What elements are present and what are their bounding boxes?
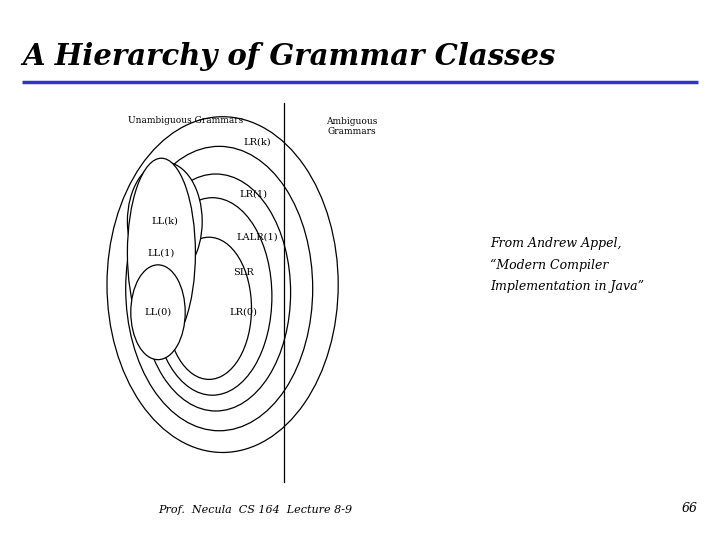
Text: SLR: SLR — [233, 268, 253, 277]
Text: Ambiguous
Grammars: Ambiguous Grammars — [326, 117, 377, 136]
Text: LL(1): LL(1) — [148, 248, 175, 258]
Ellipse shape — [131, 265, 185, 360]
Text: From Andrew Appel,
“Modern Compiler
Implementation in Java”: From Andrew Appel, “Modern Compiler Impl… — [490, 237, 644, 293]
Text: LR(1): LR(1) — [240, 189, 268, 198]
Text: LL(0): LL(0) — [145, 308, 171, 317]
Text: A Hierarchy of Grammar Classes: A Hierarchy of Grammar Classes — [22, 42, 555, 71]
Text: Unambiguous Grammars: Unambiguous Grammars — [127, 116, 243, 125]
Ellipse shape — [127, 162, 202, 281]
Ellipse shape — [127, 158, 195, 348]
Text: LR(0): LR(0) — [230, 308, 257, 317]
Text: LL(k): LL(k) — [151, 217, 179, 226]
Text: Prof.  Necula  CS 164  Lecture 8-9: Prof. Necula CS 164 Lecture 8-9 — [158, 505, 352, 515]
FancyBboxPatch shape — [78, 81, 442, 504]
Text: LR(k): LR(k) — [243, 138, 271, 147]
Text: 66: 66 — [682, 502, 698, 515]
Text: LALR(1): LALR(1) — [236, 233, 278, 242]
